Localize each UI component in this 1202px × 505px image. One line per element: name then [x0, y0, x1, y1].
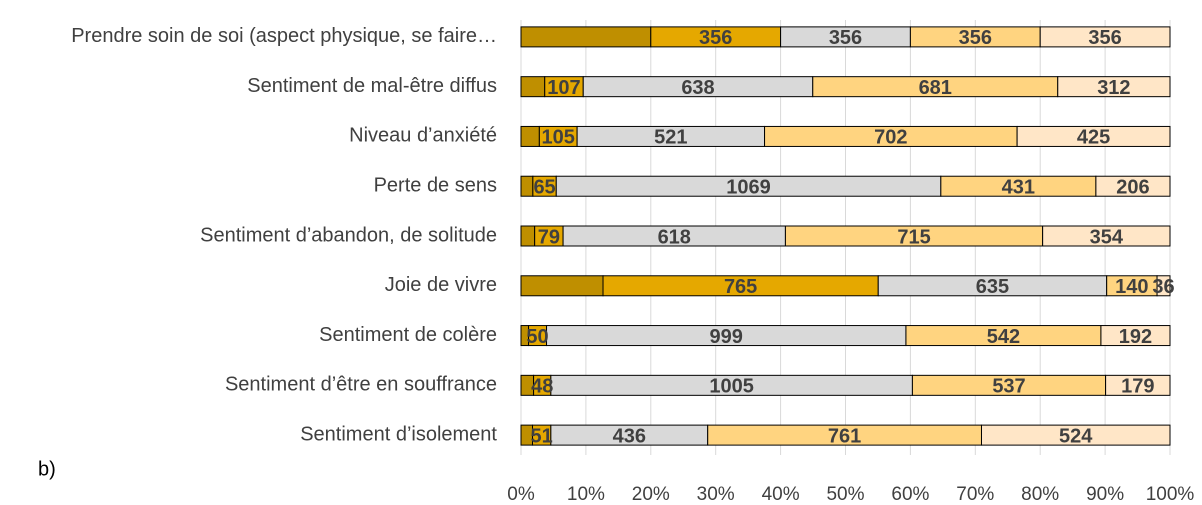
data-label: 105: [542, 127, 575, 149]
data-label: 765: [724, 276, 757, 298]
data-label: 107: [547, 77, 580, 99]
data-label: 51: [531, 425, 553, 447]
data-label: 635: [976, 276, 1009, 298]
bar-segment: [520, 225, 536, 247]
data-label: 524: [1059, 425, 1093, 447]
x-tick-label: 70%: [956, 484, 994, 505]
data-label: 36: [1152, 276, 1174, 298]
y-tick-label: Perte de sens: [374, 175, 497, 197]
bar-segment: [520, 26, 652, 48]
y-tick-label: Sentiment d’isolement: [300, 423, 497, 445]
bar-segment: [1016, 125, 1171, 147]
x-tick-label: 30%: [697, 484, 735, 505]
x-tick-label: 20%: [632, 484, 670, 505]
data-label: 79: [538, 226, 560, 248]
x-tick-label: 10%: [567, 484, 605, 505]
x-tick-label: 60%: [891, 484, 929, 505]
x-tick-label: 90%: [1086, 484, 1124, 505]
data-label: 48: [531, 376, 553, 398]
data-label: 354: [1090, 226, 1124, 248]
data-label: 537: [992, 376, 1025, 398]
data-label: 1069: [726, 177, 771, 199]
data-label: 192: [1119, 326, 1152, 348]
y-tick-label: Sentiment d’abandon, de solitude: [200, 224, 497, 246]
bar-segment: [1057, 76, 1171, 98]
data-label: 638: [681, 77, 714, 99]
bar-segment: [520, 275, 604, 297]
bar-segment: [1095, 175, 1171, 197]
data-label: 618: [658, 226, 691, 248]
data-label: 425: [1077, 127, 1110, 149]
bar-segment: [520, 76, 546, 98]
y-tick-label: Sentiment d’être en souffrance: [225, 374, 497, 396]
y-tick-label: Prendre soin de soi (aspect physique, se…: [71, 25, 497, 47]
data-label: 715: [897, 226, 930, 248]
data-label: 356: [1088, 27, 1121, 49]
x-tick-label: 40%: [762, 484, 800, 505]
y-tick-label: Joie de vivre: [385, 274, 497, 296]
data-label: 140: [1115, 276, 1148, 298]
data-label: 542: [987, 326, 1020, 348]
x-tick-label: 50%: [826, 484, 864, 505]
bar-segment: [1156, 275, 1171, 297]
data-label: 431: [1002, 177, 1035, 199]
data-label: 50: [526, 326, 548, 348]
x-tick-label: 80%: [1021, 484, 1059, 505]
bar-segment: [520, 175, 534, 197]
data-label: 436: [613, 425, 646, 447]
data-label: 999: [710, 326, 743, 348]
data-label: 356: [959, 27, 992, 49]
data-label: 356: [699, 27, 732, 49]
panel-label: b): [38, 458, 56, 480]
data-label: 206: [1116, 177, 1149, 199]
bar-segment: [1039, 26, 1171, 48]
data-label: 65: [533, 177, 555, 199]
bar-segment: [1100, 325, 1171, 347]
data-label: 681: [919, 77, 952, 99]
data-label: 312: [1097, 77, 1130, 99]
data-label: 521: [654, 127, 687, 149]
data-label: 179: [1121, 376, 1154, 398]
x-tick-label: 100%: [1146, 484, 1195, 505]
data-label: 1005: [709, 376, 754, 398]
y-tick-label: Niveau d’anxiété: [349, 125, 497, 147]
y-tick-label: Sentiment de colère: [319, 324, 497, 346]
bar-segment: [980, 424, 1171, 446]
data-label: 761: [828, 425, 861, 447]
data-label: 702: [874, 127, 907, 149]
bar-segment: [1042, 225, 1171, 247]
bar-segment: [520, 125, 540, 147]
data-label: 356: [829, 27, 862, 49]
x-tick-label: 0%: [507, 484, 535, 505]
y-tick-label: Sentiment de mal-être diffus: [247, 75, 497, 97]
bar-segment: [1105, 374, 1171, 396]
